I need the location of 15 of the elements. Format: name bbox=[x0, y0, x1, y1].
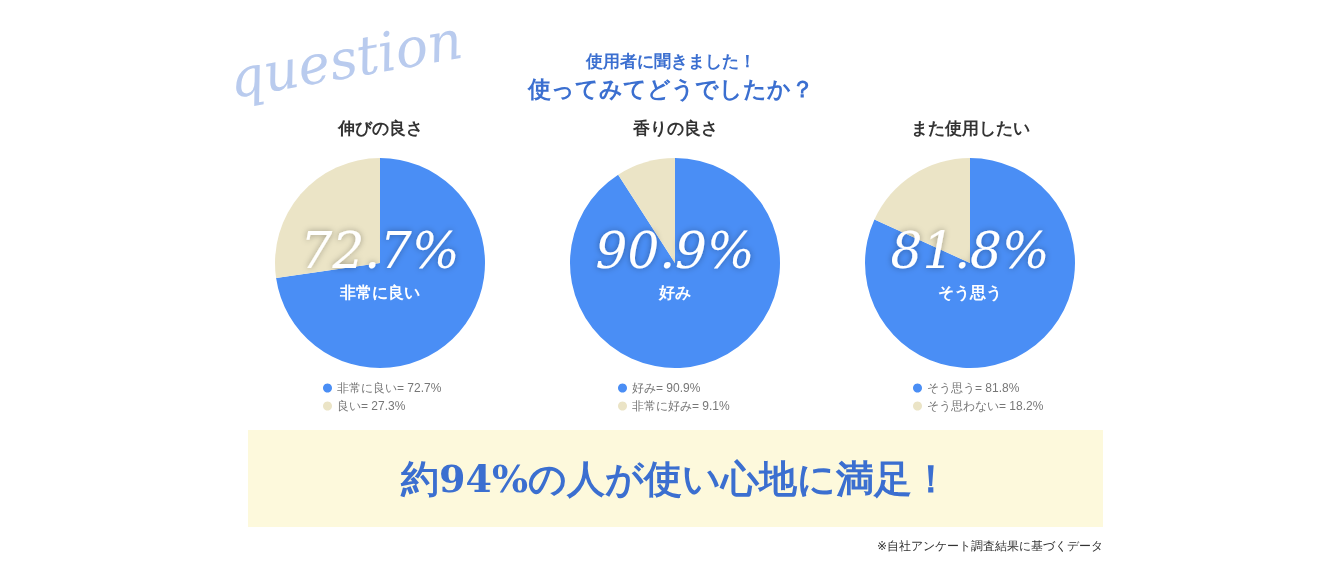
legend-label: そう思う= 81.8% bbox=[927, 381, 1020, 395]
chart-title: 香りの良さ bbox=[631, 119, 718, 138]
legend-label: 良い= 27.3% bbox=[337, 399, 406, 413]
text: 約94%の人が使い心地に満足！ bbox=[248, 430, 1103, 527]
legend-label: 好み= 90.9% bbox=[632, 381, 701, 395]
text: 使用者に聞きました！ bbox=[586, 51, 756, 71]
legend-label: 非常に好み= 9.1% bbox=[632, 399, 731, 413]
chart-title: また使用したい bbox=[910, 119, 1030, 138]
text: question bbox=[224, 8, 467, 111]
text: 使ってみてどうでしたか？ bbox=[528, 75, 814, 102]
text: ※自社アンケート調査結果に基づくデータ bbox=[876, 538, 1103, 555]
chart-title: 伸びの良さ bbox=[336, 119, 423, 138]
legend-label: そう思わない= 18.2% bbox=[927, 399, 1044, 413]
legend-label: 非常に良い= 72.7% bbox=[337, 381, 442, 395]
data-label: 90.9% 好み bbox=[595, 222, 755, 301]
